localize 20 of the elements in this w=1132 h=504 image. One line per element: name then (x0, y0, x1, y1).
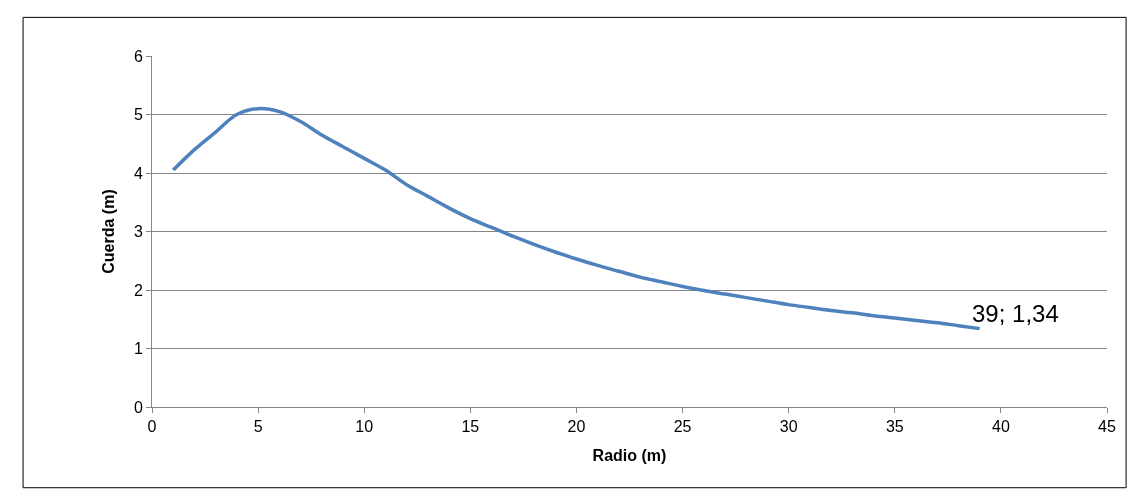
x-tick-label: 45 (1098, 418, 1116, 436)
x-tick-label: 30 (779, 418, 798, 436)
annotation: 39; 1,34 (972, 300, 1059, 327)
y-tick-label: 6 (133, 47, 143, 65)
x-tick-label: 0 (147, 418, 157, 436)
x-tick-label: 40 (991, 418, 1010, 436)
y-tick-label: 5 (133, 106, 143, 124)
x-tick-label: 35 (885, 418, 904, 436)
y-tick-label: 4 (133, 164, 143, 182)
y-tick-label: 2 (133, 281, 143, 299)
y-axis-title: Cuerda (m) (99, 189, 117, 274)
x-tick-label: 15 (461, 418, 480, 436)
y-tick-label: 3 (133, 223, 143, 241)
x-tick-label: 20 (567, 418, 586, 436)
x-tick-label: 5 (253, 418, 263, 436)
y-tick-label: 1 (133, 340, 143, 358)
y-tick-label: 0 (133, 398, 143, 416)
x-tick-label: 25 (673, 418, 692, 436)
x-axis-title: Radio (m) (592, 446, 667, 464)
x-tick-label: 10 (355, 418, 374, 436)
